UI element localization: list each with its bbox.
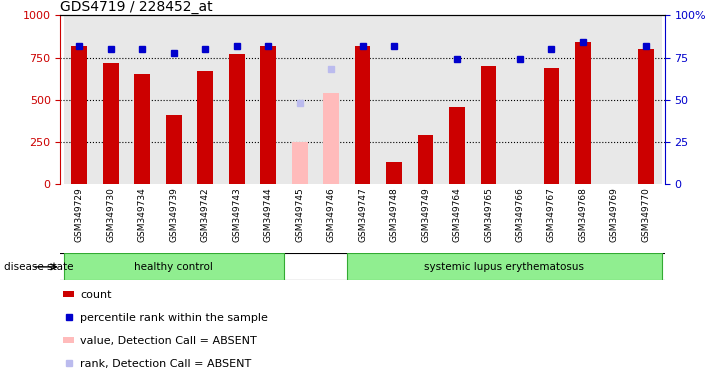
Bar [347, 15, 378, 184]
Text: disease state: disease state [4, 262, 73, 272]
Text: rank, Detection Call = ABSENT: rank, Detection Call = ABSENT [80, 359, 252, 369]
Bar [442, 15, 473, 184]
Text: GDS4719 / 228452_at: GDS4719 / 228452_at [60, 0, 213, 14]
Bar [198, 71, 213, 184]
Bar [71, 46, 87, 184]
Bar [599, 15, 630, 184]
Bar [544, 68, 560, 184]
Bar [638, 49, 654, 184]
Bar [324, 93, 339, 184]
Bar [252, 15, 284, 184]
Bar [63, 15, 95, 184]
Bar [229, 54, 245, 184]
Bar [63, 253, 284, 280]
Bar [378, 15, 410, 184]
Bar [316, 15, 347, 184]
Text: value, Detection Call = ABSENT: value, Detection Call = ABSENT [80, 336, 257, 346]
Bar [355, 46, 370, 184]
Bar [166, 115, 181, 184]
Bar [449, 107, 465, 184]
Bar [292, 142, 308, 184]
Bar [630, 15, 662, 184]
Bar [103, 63, 119, 184]
Bar [535, 15, 567, 184]
Bar [221, 15, 252, 184]
Bar [190, 15, 221, 184]
Bar [260, 46, 276, 184]
Text: healthy control: healthy control [134, 262, 213, 272]
Text: count: count [80, 290, 112, 300]
Bar [134, 74, 150, 184]
Bar [63, 337, 75, 343]
Bar [567, 15, 599, 184]
Bar [473, 15, 504, 184]
Bar [63, 291, 75, 297]
Bar [386, 162, 402, 184]
Bar [504, 15, 535, 184]
Bar [127, 15, 158, 184]
Bar [481, 66, 496, 184]
Bar [95, 15, 127, 184]
Bar [347, 253, 662, 280]
Bar [417, 135, 434, 184]
Bar [284, 15, 316, 184]
Bar [410, 15, 442, 184]
Text: systemic lupus erythematosus: systemic lupus erythematosus [424, 262, 584, 272]
Bar [158, 15, 190, 184]
Text: percentile rank within the sample: percentile rank within the sample [80, 313, 268, 323]
Bar [575, 42, 591, 184]
